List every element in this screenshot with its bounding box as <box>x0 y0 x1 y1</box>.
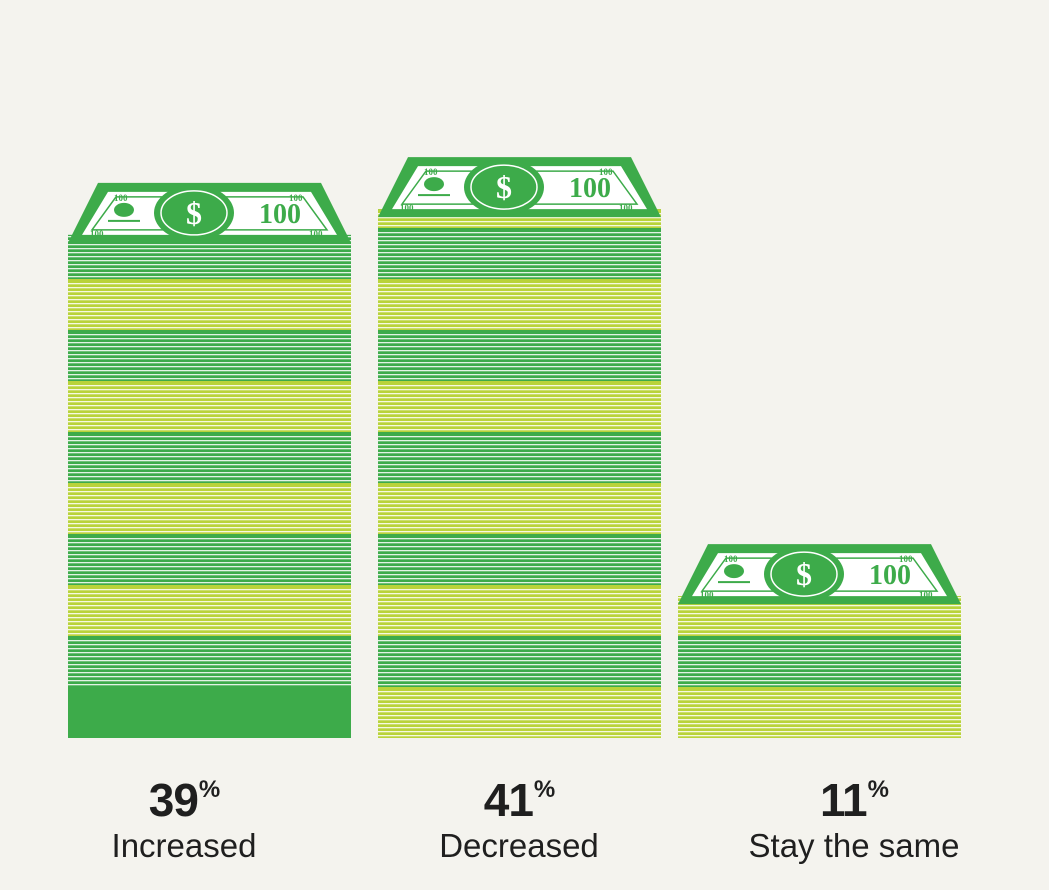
bill-denomination-stay-the-same: 100 <box>869 560 911 591</box>
category-label-stay-the-same: Stay the same <box>748 827 960 864</box>
category-label-increased: Increased <box>111 827 257 864</box>
bill-corner-numeral-increased-3: 100 <box>309 229 323 239</box>
bill-corner-numeral-decreased-1: 100 <box>599 167 613 177</box>
bill-corner-numeral-increased-1: 100 <box>289 193 303 203</box>
bill-corner-numeral-decreased-2: 100 <box>400 203 414 213</box>
value-label-decreased: 41% <box>483 774 556 826</box>
bill-corner-numeral-decreased-3: 100 <box>619 203 633 213</box>
bill-dollar-sign-decreased: $ <box>496 169 512 205</box>
bill-corner-numeral-stay-the-same-0: 100 <box>724 554 738 564</box>
bill-denomination-increased: 100 <box>259 199 301 230</box>
bill-dollar-sign-stay-the-same: $ <box>796 556 812 592</box>
bill-corner-numeral-increased-0: 100 <box>114 193 128 203</box>
label-block-1: 41% Decreased <box>369 777 669 862</box>
bill-corner-numeral-stay-the-same-1: 100 <box>899 554 913 564</box>
category-label-decreased: Decreased <box>439 827 599 864</box>
bill-corner-numeral-increased-2: 100 <box>90 229 104 239</box>
bill-corner-numeral-stay-the-same-2: 100 <box>700 590 714 600</box>
bill-denomination-decreased: 100 <box>569 173 611 204</box>
label-block-0: 39% Increased <box>34 777 334 862</box>
bill-corner-numeral-stay-the-same-3: 100 <box>919 590 933 600</box>
bill-corner-numeral-decreased-0: 100 <box>424 167 438 177</box>
value-label-increased: 39% <box>148 774 221 826</box>
bill-dollar-sign-increased: $ <box>186 195 202 231</box>
value-label-stay-the-same: 11% <box>820 774 889 826</box>
label-block-2: 11% Stay the same <box>704 777 1004 862</box>
